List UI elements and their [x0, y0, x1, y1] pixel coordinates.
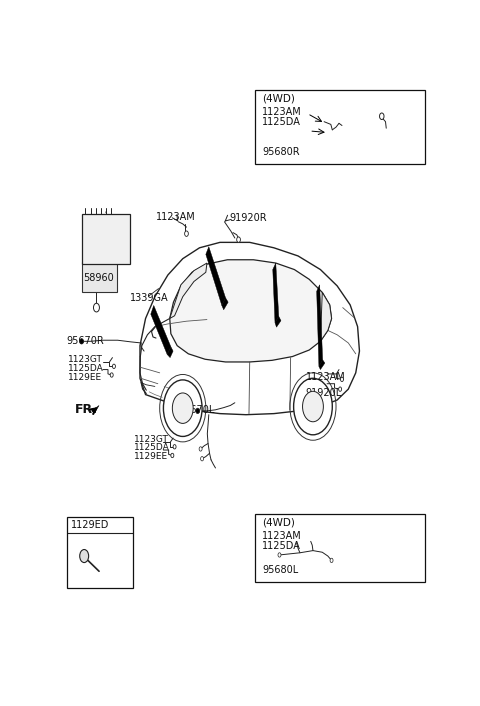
Polygon shape: [319, 360, 325, 369]
Circle shape: [330, 558, 333, 563]
Text: 1123GT: 1123GT: [68, 355, 103, 364]
Circle shape: [278, 553, 281, 557]
Text: 58960: 58960: [84, 273, 114, 283]
Text: 1125DA: 1125DA: [68, 364, 104, 373]
Text: 95670L: 95670L: [178, 405, 215, 415]
Text: 1123AM: 1123AM: [262, 531, 302, 541]
Text: 1125DA: 1125DA: [262, 116, 301, 126]
Circle shape: [380, 113, 384, 119]
Polygon shape: [222, 298, 228, 310]
Polygon shape: [170, 260, 332, 362]
Circle shape: [302, 391, 324, 421]
Text: 1129EE: 1129EE: [68, 373, 102, 382]
Text: 1125DA: 1125DA: [134, 443, 170, 453]
Polygon shape: [273, 263, 279, 323]
Text: (4WD): (4WD): [262, 94, 295, 104]
Text: (4WD): (4WD): [262, 518, 295, 528]
Polygon shape: [92, 405, 99, 412]
Polygon shape: [275, 316, 281, 327]
Circle shape: [173, 445, 176, 449]
Text: 1339GA: 1339GA: [130, 294, 168, 304]
Text: 95680L: 95680L: [262, 566, 298, 575]
Bar: [255, 514, 424, 582]
Text: 91920R: 91920R: [229, 213, 267, 224]
Text: 1123AM: 1123AM: [305, 372, 345, 382]
Text: 1123AM: 1123AM: [156, 213, 196, 222]
Circle shape: [163, 380, 202, 436]
Polygon shape: [151, 306, 171, 354]
Text: 1125DA: 1125DA: [262, 541, 301, 551]
Circle shape: [80, 339, 84, 344]
Polygon shape: [206, 246, 226, 306]
Circle shape: [237, 237, 240, 242]
Circle shape: [80, 549, 89, 563]
Bar: [67, 517, 132, 587]
Bar: [82, 214, 130, 264]
Polygon shape: [140, 242, 360, 414]
Circle shape: [172, 393, 193, 424]
Circle shape: [185, 231, 188, 237]
Circle shape: [338, 387, 342, 391]
Text: FR.: FR.: [75, 403, 98, 417]
Circle shape: [171, 453, 174, 457]
Text: 95670R: 95670R: [67, 336, 105, 347]
Circle shape: [199, 447, 202, 451]
Text: 91920L: 91920L: [305, 388, 342, 398]
Circle shape: [201, 457, 204, 461]
Circle shape: [94, 304, 99, 312]
Circle shape: [196, 408, 200, 414]
Bar: [82, 263, 117, 292]
Text: 58920: 58920: [99, 227, 130, 237]
Text: 1129ED: 1129ED: [71, 520, 109, 530]
Polygon shape: [317, 285, 323, 366]
Circle shape: [340, 377, 344, 381]
Text: 1123AM: 1123AM: [262, 107, 302, 117]
Circle shape: [112, 364, 115, 369]
Bar: [255, 90, 424, 164]
Text: 1123GT: 1123GT: [134, 435, 169, 443]
Text: 1129EE: 1129EE: [134, 452, 168, 461]
Circle shape: [110, 373, 113, 377]
Text: 95680R: 95680R: [262, 147, 300, 157]
Polygon shape: [321, 292, 332, 341]
Polygon shape: [170, 263, 207, 318]
Circle shape: [294, 378, 332, 435]
Polygon shape: [167, 347, 173, 358]
